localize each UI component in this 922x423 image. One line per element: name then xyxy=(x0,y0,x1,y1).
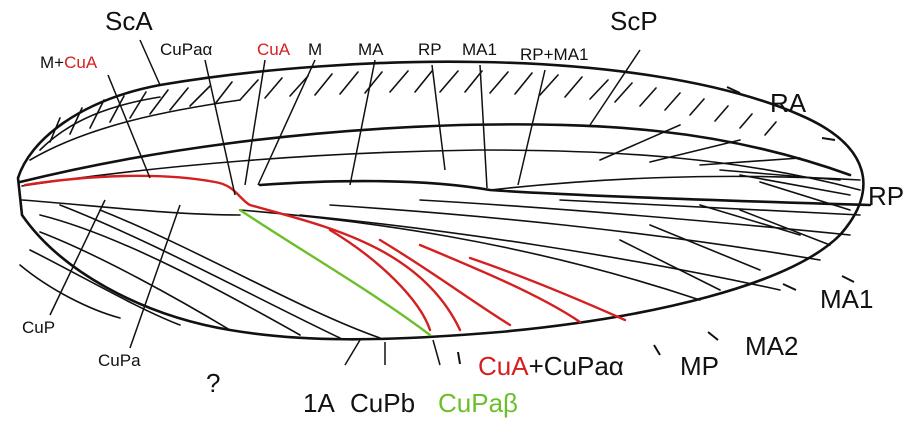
vein-R xyxy=(21,149,861,191)
vein-ScP xyxy=(18,123,852,184)
label-MA: MA xyxy=(358,40,384,59)
label-CuP: CuP xyxy=(22,318,55,337)
vein-RP-MA1 xyxy=(489,175,861,191)
margin-ticks xyxy=(457,86,855,365)
label-1A: 1A xyxy=(303,388,335,418)
costal-field xyxy=(29,70,777,161)
vein-CuPa-beta xyxy=(238,208,432,337)
label-CuA-plus-CuPa-alpha: CuA+CuPaα xyxy=(478,351,624,381)
label-CuA-top: CuA xyxy=(257,40,291,59)
label-MA1-top: MA1 xyxy=(462,40,497,59)
vein-CuA xyxy=(23,174,462,332)
label-RA: RA xyxy=(770,88,807,118)
label-MA2: MA2 xyxy=(745,331,798,361)
label-RP-plus-MA1: RP+MA1 xyxy=(520,45,589,64)
pointer-lines xyxy=(49,39,641,366)
label-M: M xyxy=(308,40,322,59)
label-ScA: ScA xyxy=(105,6,153,36)
vein-MP xyxy=(239,209,701,301)
label-MA1-right: MA1 xyxy=(820,284,873,314)
label-CuPb: CuPb xyxy=(350,388,415,418)
label-CuPa: CuPa xyxy=(98,351,141,370)
label-RP-right: RP xyxy=(868,181,904,211)
label-ScP: ScP xyxy=(610,6,658,36)
wing-outline xyxy=(16,60,865,341)
label-MP: MP xyxy=(680,351,719,381)
label-RP-top: RP xyxy=(418,40,442,59)
label-M-plus-CuA: M+CuA xyxy=(40,53,98,72)
vein-MA xyxy=(258,179,872,207)
label-CuPa-beta: CuPaβ xyxy=(438,388,518,418)
label-CuPa-alpha: CuPaα xyxy=(160,40,213,59)
label-question: ? xyxy=(206,368,220,398)
